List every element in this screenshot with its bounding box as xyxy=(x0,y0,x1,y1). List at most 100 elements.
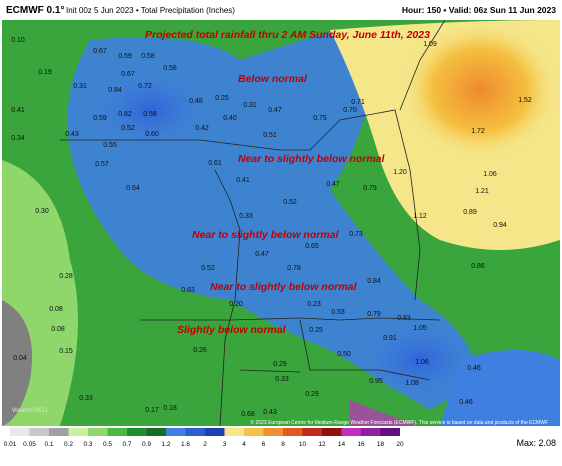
legend-swatch xyxy=(10,428,30,436)
map-value: 0.94 xyxy=(493,222,507,229)
region-label: Near to slightly below normal xyxy=(238,153,386,165)
map-value: 0.84 xyxy=(108,87,122,94)
map-value: 0.75 xyxy=(313,115,327,122)
legend-tick: 20 xyxy=(396,441,404,448)
legend-swatch xyxy=(380,428,400,436)
map-value: 0.31 xyxy=(243,102,257,109)
map-value: 0.42 xyxy=(195,125,209,132)
legend-swatch xyxy=(107,428,127,436)
map-value: 0.70 xyxy=(343,107,357,114)
map-value: 0.33 xyxy=(239,213,253,220)
map-value: 1.12 xyxy=(413,213,427,220)
region-label: Slightly below normal xyxy=(177,324,287,336)
map-value: 1.06 xyxy=(415,359,429,366)
map-value: 0.64 xyxy=(126,185,140,192)
map-value: 0.53 xyxy=(331,309,345,316)
map-value: 0.47 xyxy=(268,107,282,114)
map-value: 0.84 xyxy=(367,278,381,285)
map-value: 0.20 xyxy=(229,301,243,308)
legend-swatch xyxy=(166,428,186,436)
legend-tick: 4 xyxy=(242,441,246,448)
map-value: 0.55 xyxy=(103,142,117,149)
valid-time: Hour: 150 • Valid: 06z Sun 11 Jun 2023 xyxy=(402,5,556,15)
map-value: 0.58 xyxy=(141,53,155,60)
map-value: 0.89 xyxy=(463,209,477,216)
map-value: 0.71 xyxy=(351,99,365,106)
map-value: 0.65 xyxy=(305,243,319,250)
map-value: 0.58 xyxy=(163,65,177,72)
map-value: 0.29 xyxy=(305,391,319,398)
map-value: 0.50 xyxy=(337,351,351,358)
map-value: 0.79 xyxy=(367,311,381,318)
legend-swatch xyxy=(244,428,264,436)
legend-swatch xyxy=(361,428,381,436)
legend: 0.01 0.05 0.1 0.2 0.3 0.5 0.7 0.9 1.2 1.6 2 3 4 6 8 10 1… xyxy=(4,428,404,448)
region-label: Near to slightly below normal xyxy=(192,229,340,241)
legend-swatch xyxy=(127,428,147,436)
legend-tick: 0.7 xyxy=(122,441,131,448)
map-value: 1.06 xyxy=(483,171,497,178)
map-value: 0.10 xyxy=(11,37,25,44)
map-value: 0.41 xyxy=(11,107,25,114)
legend-tick: 0.9 xyxy=(142,441,151,448)
legend-swatch xyxy=(322,428,342,436)
legend-swatch xyxy=(49,428,69,436)
header-bar xyxy=(0,0,562,20)
legend-tick: 6 xyxy=(262,441,266,448)
legend-swatch xyxy=(302,428,322,436)
map-value: 0.67 xyxy=(93,48,107,55)
legend-swatch xyxy=(263,428,283,436)
legend-tick: 0.05 xyxy=(23,441,36,448)
map-value: 0.25 xyxy=(309,327,323,334)
legend-tick: 1.2 xyxy=(161,441,170,448)
map-value: 0.63 xyxy=(181,287,195,294)
legend-tick: 12 xyxy=(318,441,326,448)
map-value: 0.08 xyxy=(51,326,65,333)
map-value: 0.46 xyxy=(459,399,473,406)
model-subtitle: Init 00z 5 Jun 2023 • Total Precipitatio… xyxy=(66,6,235,15)
logo: WeatherBELL xyxy=(12,408,50,414)
legend-tick: 18 xyxy=(377,441,385,448)
map-value: 1.20 xyxy=(393,169,407,176)
map-value: 0.52 xyxy=(283,199,297,206)
max-value: Max: 2.08 xyxy=(516,438,556,448)
map-value: 0.61 xyxy=(208,160,222,167)
map-value: 0.58 xyxy=(143,111,157,118)
map-value: 0.67 xyxy=(121,71,135,78)
map-value: 0.52 xyxy=(121,125,135,132)
map-value: 0.15 xyxy=(59,348,73,355)
map-value: 0.86 xyxy=(471,263,485,270)
map-value: 0.47 xyxy=(326,181,340,188)
legend-tick: 8 xyxy=(281,441,285,448)
map-value: 0.46 xyxy=(467,365,481,372)
map-value: 0.23 xyxy=(307,301,321,308)
map-value: 0.19 xyxy=(38,69,52,76)
map-value: 0.17 xyxy=(145,407,159,414)
legend-swatch xyxy=(29,428,49,436)
map-value: 0.43 xyxy=(263,409,277,416)
map-value: 0.52 xyxy=(201,265,215,272)
map-value: 0.72 xyxy=(138,83,152,90)
map-value: 0.48 xyxy=(189,98,203,105)
map-value: 0.34 xyxy=(11,135,25,142)
legend-swatch xyxy=(185,428,205,436)
map-value: 0.41 xyxy=(236,177,250,184)
map-value: 0.59 xyxy=(93,115,107,122)
map-value: 0.28 xyxy=(59,273,73,280)
map-value: 0.29 xyxy=(273,361,287,368)
legend-tick: 0.2 xyxy=(64,441,73,448)
map-value: 0.73 xyxy=(349,231,363,238)
legend-swatch xyxy=(341,428,361,436)
map-value: 0.25 xyxy=(215,95,229,102)
legend-tick: 3 xyxy=(223,441,227,448)
map-value: 0.68 xyxy=(241,411,255,418)
map-value: 0.79 xyxy=(363,185,377,192)
map-value: 0.59 xyxy=(118,53,132,60)
region-label: Near to slightly below normal xyxy=(210,281,358,293)
headline: Projected total rainfall thru 2 AM Sunda… xyxy=(145,29,430,41)
map-value: 0.95 xyxy=(369,378,383,385)
map-value: 1.52 xyxy=(518,97,532,104)
legend-swatch xyxy=(224,428,244,436)
legend-tick: 14 xyxy=(338,441,346,448)
